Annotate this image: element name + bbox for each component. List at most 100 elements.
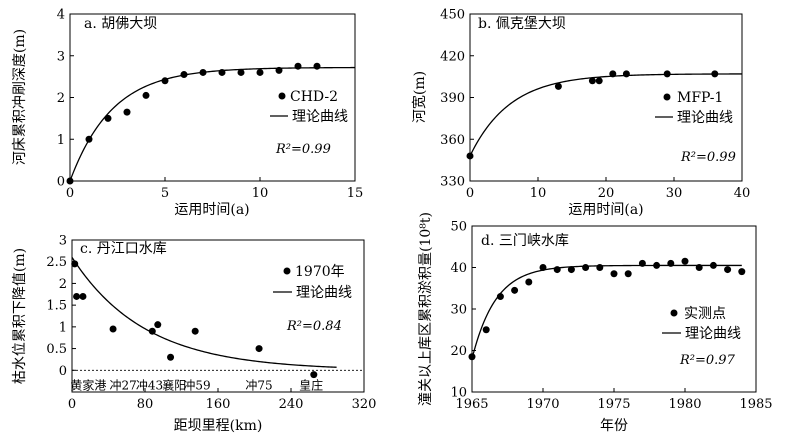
panel-b-point-6 <box>663 70 671 78</box>
panel-a-legend-marker <box>278 92 286 100</box>
panel-c-point-6 <box>167 353 175 361</box>
panel-d-xtick-label-2: 1975 <box>597 397 630 412</box>
panel-d-point-2 <box>496 293 504 301</box>
panel-a-point-1 <box>85 135 93 143</box>
panel-b-point-3 <box>595 77 603 85</box>
panel-c-title: c. 丹江口水库 <box>80 241 167 257</box>
panel-c-xtick-label-0: 0 <box>68 397 76 412</box>
panel-a-ytick-label-2: 2 <box>57 91 65 106</box>
panel-b-ytick-label-1: 360 <box>440 133 465 148</box>
panel-a-legend-points: CHD-2 <box>290 89 338 105</box>
panel-d-point-1 <box>482 326 490 334</box>
panel-d-point-8 <box>582 264 590 271</box>
panel-c-xtick-label-4: 320 <box>352 397 377 412</box>
panel-d-marks: 1965 1970 1975 1980 1985 10 20 30 40 50 <box>450 220 772 413</box>
panel-d-r2: R²=0.97 <box>679 353 736 368</box>
panel-b-xtick-label-2: 20 <box>598 186 615 201</box>
panel-d-point-19 <box>738 268 746 276</box>
panel-d-xtick-label-1: 1970 <box>526 397 559 412</box>
panel-a-point-3 <box>123 108 131 116</box>
panel-c-station-label-1: 冲27 <box>109 377 136 392</box>
panel-c-ytick-label-5: 2.5 <box>46 255 67 270</box>
panel-d-point-6 <box>553 266 561 274</box>
panel-a-point-12 <box>294 62 302 70</box>
panel-c-legend-points: 1970年 <box>295 264 345 280</box>
panel-c-point-2 <box>79 292 87 300</box>
panel-a-xtick-label-1: 5 <box>161 186 169 201</box>
panel-b-legend-points: MFP-1 <box>677 90 723 106</box>
panel-d-point-3 <box>511 286 519 294</box>
panel-c-xlabel: 距坝里程(km) <box>174 418 263 434</box>
panel-d-ylabel: 潼关以上库区累积淤积量(10⁸t) <box>417 212 434 406</box>
panel-c-station-label-2: 冲43 <box>136 377 163 392</box>
panel-d-point-13 <box>653 261 661 269</box>
panel-c-point-5 <box>154 321 162 329</box>
panel-d-point-18 <box>724 266 732 274</box>
panel-c-ytick-label-6: 3 <box>59 234 67 249</box>
panel-b-point-1 <box>554 82 562 90</box>
panel-d-point-17 <box>709 261 717 269</box>
panel-d-xtick-label-4: 1985 <box>739 397 772 412</box>
panel-c-point-7 <box>191 327 199 335</box>
panel-a-point-10 <box>256 68 264 76</box>
panel-c-xtick-label-1: 80 <box>137 397 154 412</box>
panel-d-legend-points: 实测点 <box>684 306 726 322</box>
panel-c-point-3 <box>109 325 117 333</box>
panel-b-xtick-label-3: 30 <box>666 186 683 201</box>
panel-b-xtick-label-1: 10 <box>530 186 547 201</box>
panel-a-point-11 <box>275 66 283 74</box>
panel-b-ytick-label-0: 330 <box>440 175 465 190</box>
panel-d-title: d. 三门峡水库 <box>481 233 569 249</box>
panel-c-point-0 <box>71 260 79 268</box>
panel-a-title: a. 胡佛大坝 <box>84 16 157 32</box>
panel-c-xtick-label-3: 240 <box>279 397 304 412</box>
panel-a-point-2 <box>104 114 112 122</box>
panel-b-ytick-label-3: 420 <box>440 49 465 64</box>
panel-a-ytick-label-4: 4 <box>57 8 65 23</box>
panel-c-station-label-3: 襄阳 <box>162 377 186 392</box>
panel-d-point-16 <box>695 264 703 271</box>
panel-a-point-0 <box>66 177 74 185</box>
panel-a: 0 5 10 15 0 1 2 3 4 a. 胡佛大坝 CHD-2 理论曲线 R²=0.99 运… <box>12 8 363 219</box>
panel-a-r2: R²=0.99 <box>275 142 331 157</box>
panel-c-point-4 <box>148 327 156 335</box>
panel-d-point-11 <box>624 270 632 278</box>
panel-a-point-9 <box>237 68 245 76</box>
panel-b-point-7 <box>711 70 719 78</box>
panel-d-ytick-label-3: 40 <box>450 261 467 276</box>
panel-c-ytick-label-3: 1.5 <box>46 299 67 314</box>
panel-b-marks: 0 10 20 30 40 330 360 390 420 450 <box>440 8 750 202</box>
panel-b-xtick-label-0: 0 <box>466 186 474 201</box>
panel-d-ytick-label-4: 50 <box>450 220 467 235</box>
panel-b-legend-marker <box>663 93 671 101</box>
panel-b-title: b. 佩克堡大坝 <box>478 16 566 32</box>
panel-a-point-7 <box>199 68 207 76</box>
panel-c-point-9 <box>310 371 318 379</box>
panel-d-xtick-label-0: 1965 <box>455 397 488 412</box>
panel-b-point-4 <box>609 70 617 78</box>
panel-a-point-13 <box>313 62 321 70</box>
panel-c-ytick-label-2: 1 <box>59 320 67 335</box>
panel-a-ytick-label-1: 1 <box>57 133 65 148</box>
panel-c-ylabel: 枯水位累积下降值(m) <box>12 248 28 384</box>
panel-d-ytick-label-0: 10 <box>450 386 467 401</box>
panel-d-point-12 <box>638 259 646 267</box>
panel-c-legend-marker <box>283 267 291 275</box>
panel-d-xlabel: 年份 <box>600 418 628 434</box>
panel-a-point-5 <box>161 77 169 85</box>
panel-b-theory-curve <box>469 73 743 157</box>
panel-c-station-label-0: 黄家港 <box>70 377 106 392</box>
panel-b-ytick-label-4: 450 <box>440 8 465 23</box>
panel-b-ylabel: 河宽(m) <box>411 71 428 123</box>
panel-c-ytick-label-1: 0.5 <box>46 342 67 357</box>
panel-a-marks: 0 5 10 15 0 1 2 3 4 <box>57 8 364 202</box>
panel-d-point-14 <box>667 259 675 267</box>
panel-d-ytick-label-1: 20 <box>450 344 467 359</box>
panel-c-point-1 <box>73 292 81 300</box>
panel-a-point-4 <box>142 91 150 99</box>
panel-a-xtick-label-3: 15 <box>347 186 364 201</box>
panel-b-r2: R²=0.99 <box>680 150 736 165</box>
